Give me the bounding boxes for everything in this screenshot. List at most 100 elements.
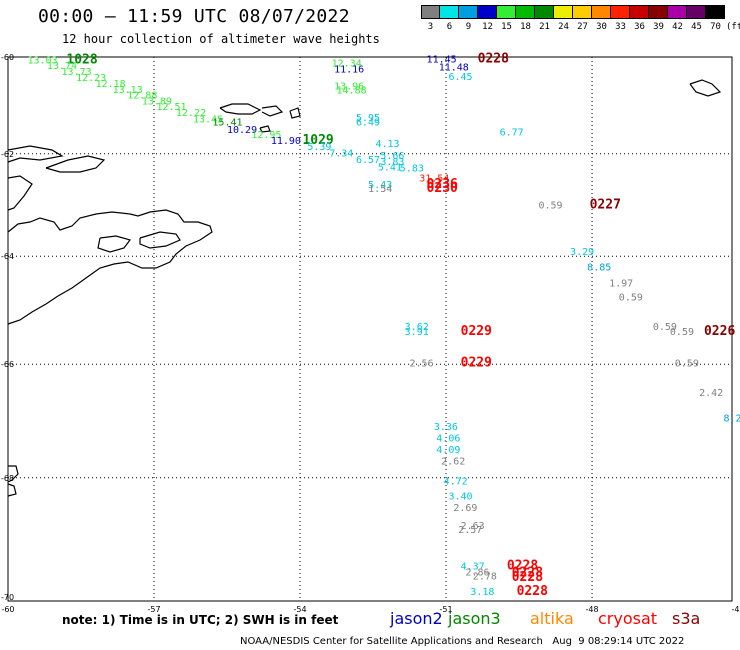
wave-height-label: 4.06 — [436, 433, 460, 444]
longitude-tick-label: -51 — [439, 605, 452, 614]
wave-height-label: 11.90 — [271, 136, 301, 147]
colorbar-swatch — [630, 5, 649, 19]
longitude-tick-label: -57 — [147, 605, 160, 614]
coastline — [7, 465, 19, 483]
colorbar-label: 36 — [634, 22, 645, 32]
observation-time-label: 1028 — [66, 52, 97, 67]
wave-height-label: 31.54 — [419, 173, 449, 184]
latitude-tick-label: -68 — [1, 474, 14, 483]
footer-credit: NOAA/NESDIS Center for Satellite Applica… — [240, 636, 685, 647]
wave-height-label: 12.95 — [251, 130, 281, 141]
colorbar-label: 30 — [596, 22, 607, 32]
wave-height-label: 0.59 — [619, 293, 643, 304]
observation-time-label: 0229 — [461, 356, 492, 371]
longitude-tick-label: -45 — [732, 605, 740, 614]
colorbar-label: 33 — [615, 22, 626, 32]
latitude-tick-label: -60 — [1, 53, 14, 62]
satellite-legend-altika: altika — [530, 609, 574, 628]
colorbar-swatch — [554, 5, 573, 19]
wave-height-label: 13.03 — [27, 55, 57, 66]
wave-height-label: 3.83 — [380, 157, 404, 168]
wave-height-label: 3.62 — [405, 322, 429, 333]
colorbar-swatch — [478, 5, 497, 19]
coastline — [261, 105, 284, 117]
observation-time-label: 0228 — [512, 570, 543, 585]
satellite-legend-s3a: s3a — [672, 609, 701, 628]
colorbar-swatch — [592, 5, 611, 19]
latitude-tick-label: -66 — [1, 360, 14, 369]
wave-height-label: 4.37 — [461, 561, 485, 572]
wave-height-label: 11.16 — [334, 64, 364, 75]
wave-height-label: 12.23 — [76, 73, 106, 84]
wave-height-label: 0.59 — [670, 327, 694, 338]
latitude-tick-label: -62 — [1, 150, 14, 159]
coastline — [7, 483, 17, 497]
longitude-tick-label: -60 — [1, 605, 14, 614]
colorbar-swatch — [440, 5, 459, 19]
observation-time-label: 0229 — [461, 324, 492, 339]
wave-height-label: 3.40 — [448, 491, 472, 502]
colorbar-swatch — [706, 5, 725, 19]
coastline — [7, 209, 213, 325]
colorbar-swatch — [516, 5, 535, 19]
wave-height-label: 14.88 — [337, 85, 367, 96]
colorbar-label: 24 — [558, 22, 569, 32]
page-title: 00:00 – 11:59 UTC 08/07/2022 — [38, 6, 350, 27]
satellite-legend-jason2: jason2 — [390, 609, 443, 628]
wave-height-label: 3.29 — [570, 247, 594, 258]
observation-time-label: 0228 — [517, 584, 548, 599]
wave-height-label: 11.45 — [427, 54, 457, 65]
observation-time-label: 0226 — [704, 324, 735, 339]
wave-height-label: 3.36 — [434, 422, 458, 433]
coastline — [7, 145, 64, 163]
wave-height-label: 0.59 — [539, 200, 563, 211]
wave-height-label: 2.42 — [699, 388, 723, 399]
coastline — [689, 79, 722, 97]
observation-time-label: 1029 — [302, 133, 333, 148]
wave-height-label: 8.25 — [723, 413, 740, 424]
colorbar-label: 12 — [482, 22, 493, 32]
wave-height-label: 6.49 — [356, 118, 380, 129]
colorbar-label: 45 — [691, 22, 702, 32]
wave-height-label: 2.78 — [473, 572, 497, 583]
coastline — [259, 125, 271, 133]
wave-height-label: 5.39 — [307, 142, 331, 153]
wave-height-label: 15.41 — [212, 118, 242, 129]
wave-height-label: 0.59 — [675, 359, 699, 370]
wave-height-label: 13.89 — [142, 96, 172, 107]
wave-height-label: 12.18 — [96, 79, 126, 90]
wave-height-label: 2.63 — [461, 521, 485, 532]
satellite-legend-cryosat: cryosat — [598, 609, 658, 628]
wave-height-label: 4.72 — [444, 477, 468, 488]
colorbar-swatch — [421, 5, 440, 19]
colorbar-label: 15 — [501, 22, 512, 32]
colorbar-label: 42 — [672, 22, 683, 32]
wave-height-label: 2.62 — [441, 456, 465, 467]
wave-height-label: 5.41 — [378, 162, 402, 173]
coastline — [7, 175, 33, 211]
wave-height-label: 5.66 — [380, 151, 404, 162]
observation-time-label: 0228 — [507, 558, 538, 573]
coastline — [219, 103, 262, 115]
colorbar-label: 70 — [710, 22, 721, 32]
latitude-tick-label: -70 — [1, 593, 14, 602]
wave-height-label: 5.43 — [368, 180, 392, 191]
wave-height-label: 8.85 — [587, 263, 611, 274]
wave-height-label: 2.56 — [410, 359, 434, 370]
wave-height-label: 6.45 — [448, 72, 472, 83]
colorbar-swatch — [611, 5, 630, 19]
wave-height-label: 2.86 — [465, 568, 489, 579]
wave-height-label: 4.13 — [375, 139, 399, 150]
observation-time-label: 0228 — [478, 51, 509, 66]
colorbar-swatch — [668, 5, 687, 19]
observation-time-label: 0230 — [427, 181, 458, 196]
wave-height-label: 12.88 — [127, 91, 157, 102]
coastline — [97, 235, 132, 253]
colorbar-unit-label: (ft) — [726, 22, 740, 32]
coastline — [289, 107, 301, 119]
wave-height-label: 7.34 — [329, 148, 353, 159]
colorbar-swatch — [687, 5, 706, 19]
wave-height-label: 4.09 — [436, 445, 460, 456]
